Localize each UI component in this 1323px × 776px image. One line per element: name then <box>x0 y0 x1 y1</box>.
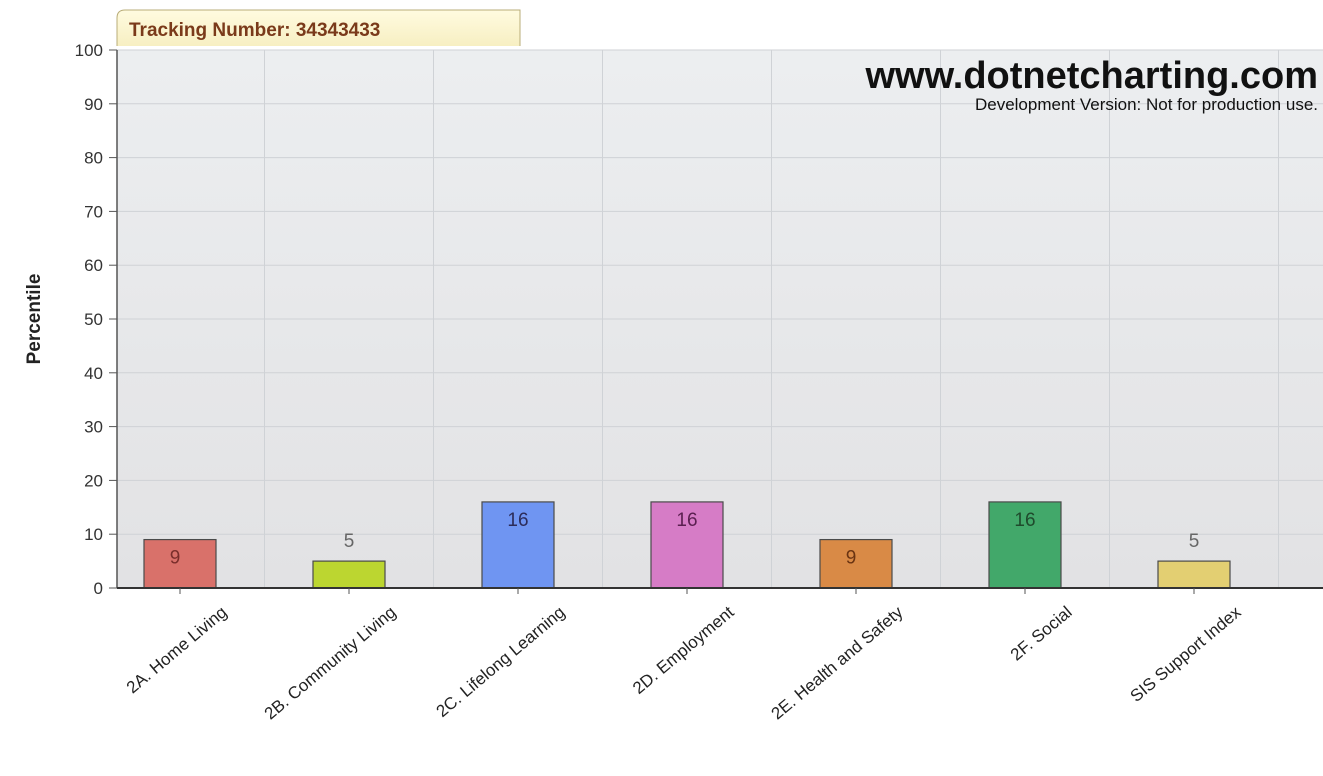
x-category-label: 2A. Home Living <box>123 603 231 698</box>
data-label: 16 <box>676 510 697 531</box>
data-label: 16 <box>507 510 528 531</box>
data-label: 5 <box>1189 531 1200 552</box>
tracking-tag-shape <box>116 9 521 46</box>
bar <box>1157 560 1231 589</box>
bar <box>143 538 217 589</box>
y-tick-label: 80 <box>84 149 103 168</box>
bars: 9 5 16 16 9 16 5 <box>143 501 1231 589</box>
bar <box>988 501 1062 589</box>
y-tick-label: 60 <box>84 256 103 275</box>
data-label: 9 <box>170 548 181 569</box>
grid-lines <box>117 49 1323 588</box>
x-category-label: 2F. Social <box>1007 603 1076 665</box>
y-tick-label: 100 <box>75 41 103 60</box>
watermark: www.dotnetcharting.com Development Versi… <box>865 55 1319 114</box>
data-label: 5 <box>344 531 355 552</box>
data-label: 9 <box>846 548 857 569</box>
y-tick-label: 20 <box>84 471 103 490</box>
y-tick-label: 0 <box>94 579 103 598</box>
watermark-note: Development Version: Not for production … <box>975 95 1318 114</box>
y-tick-label: 90 <box>84 95 103 114</box>
x-category-label: 2E. Health and Safety <box>768 602 907 723</box>
data-label: 16 <box>1014 510 1035 531</box>
x-category-label: 2B. Community Living <box>261 603 400 724</box>
y-tick-label: 30 <box>84 418 103 437</box>
y-tick-label: 10 <box>84 525 103 544</box>
y-tick-label: 50 <box>84 310 103 329</box>
bar <box>312 560 386 589</box>
bar <box>650 501 724 589</box>
y-axis-label: Percentile <box>24 274 45 365</box>
y-tick-labels: 0 10 20 30 40 50 60 70 80 90 100 <box>75 41 117 598</box>
y-tick-label: 70 <box>84 202 103 221</box>
bar <box>819 538 893 589</box>
tracking-number-text: Tracking Number: 34343433 <box>129 20 380 41</box>
x-category-label: 2C. Lifelong Learning <box>433 603 569 721</box>
x-category-labels: 2A. Home Living 2B. Community Living 2C. L… <box>123 588 1245 723</box>
tracking-number-tag: Tracking Number: 34343433 <box>116 9 521 46</box>
x-category-label: 2D. Employment <box>629 602 738 698</box>
y-tick-label: 40 <box>84 364 103 383</box>
watermark-url: www.dotnetcharting.com <box>865 55 1319 97</box>
x-category-label: SIS Support Index <box>1127 602 1245 706</box>
